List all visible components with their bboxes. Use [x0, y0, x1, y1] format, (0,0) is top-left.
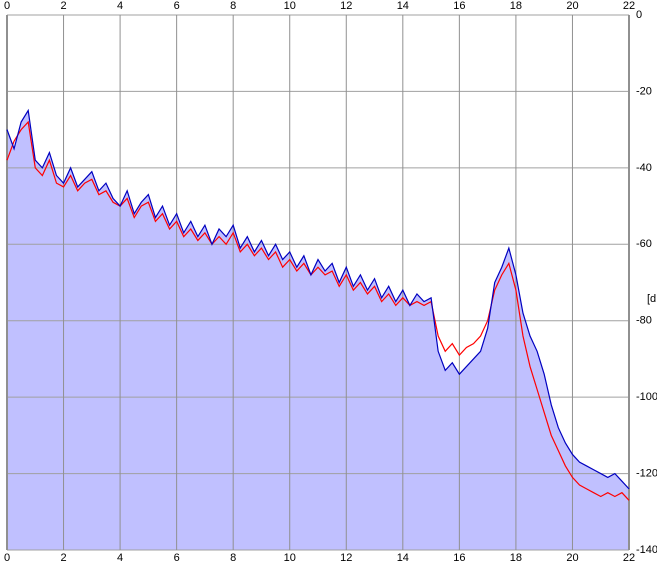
x-tick-label: 2 — [60, 552, 66, 564]
x-tick-label: 20 — [566, 552, 578, 564]
y-tick-label: -120 — [636, 467, 657, 479]
x-tick-label-top: 20 — [566, 0, 578, 12]
y-tick-label: 0 — [636, 9, 642, 21]
x-tick-label: 8 — [230, 552, 236, 564]
x-tick-label: 6 — [174, 552, 180, 564]
x-tick-label: 22 — [623, 552, 635, 564]
x-tick-label-top: 8 — [230, 0, 236, 12]
y-tick-label: -60 — [636, 238, 652, 250]
x-tick-label-top: 16 — [453, 0, 465, 12]
x-tick-label: 4 — [117, 552, 123, 564]
x-tick-label-top: 14 — [397, 0, 409, 12]
y-tick-label: -100 — [636, 391, 657, 403]
y-tick-label: -80 — [636, 315, 652, 327]
x-tick-label-top: 22 — [623, 0, 635, 12]
x-tick-label: 18 — [510, 552, 522, 564]
y-tick-label: -140 — [636, 544, 657, 556]
x-tick-label-top: 0 — [4, 0, 10, 12]
series-line — [6, 120, 630, 501]
x-tick-label: 10 — [284, 552, 296, 564]
x-tick-label-top: 4 — [117, 0, 123, 12]
x-tick-label: 12 — [340, 552, 352, 564]
area — [7, 110, 629, 551]
x-tick-label: 0 — [4, 552, 10, 564]
x-tick-label-top: 18 — [510, 0, 522, 12]
x-tick-label-top: 12 — [340, 0, 352, 12]
y-tick-label: -40 — [636, 162, 652, 174]
x-tick-label-top: 2 — [60, 0, 66, 12]
x-tick-label-top: 10 — [284, 0, 296, 12]
series-line — [6, 108, 630, 490]
x-tick-label: 16 — [453, 552, 465, 564]
y-tick-label: -20 — [636, 85, 652, 97]
x-tick-label: 14 — [397, 552, 409, 564]
y-axis-label: [dB — [647, 293, 657, 305]
x-tick-label-top: 6 — [174, 0, 180, 12]
